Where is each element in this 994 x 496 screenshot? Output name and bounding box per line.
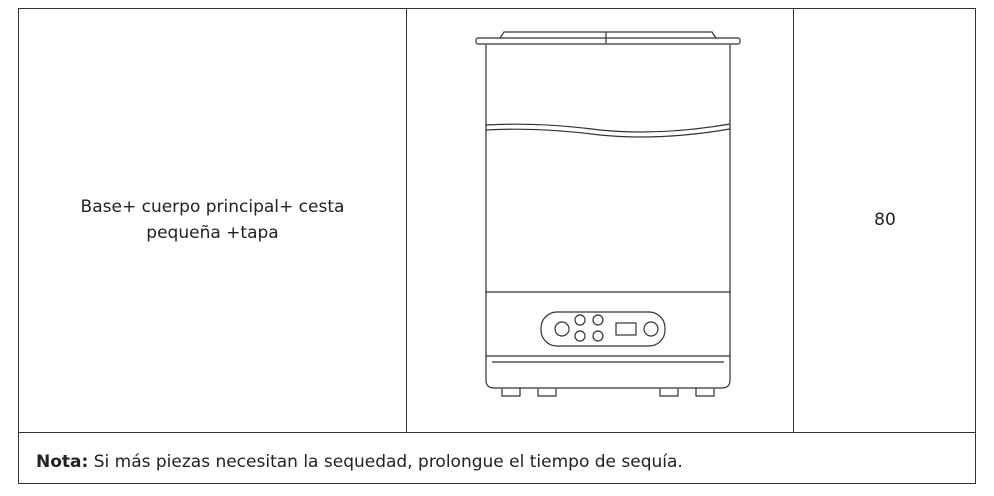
product-illustration — [475, 31, 741, 397]
column-divider — [406, 8, 407, 433]
row-divider — [18, 432, 976, 433]
table-border — [18, 8, 976, 484]
note-label: Nota: — [36, 452, 89, 472]
column-divider — [793, 8, 794, 433]
note: Nota: Si más piezas necesitan la sequeda… — [36, 452, 683, 472]
quantity-cell: 80 — [794, 8, 976, 432]
quantity: 80 — [874, 210, 896, 230]
description: Base+ cuerpo principal+ cesta pequeña +t… — [80, 197, 345, 243]
note-text: Si más piezas necesitan la sequedad, pro… — [93, 452, 683, 472]
description-cell: Base+ cuerpo principal+ cesta pequeña +t… — [40, 8, 385, 432]
